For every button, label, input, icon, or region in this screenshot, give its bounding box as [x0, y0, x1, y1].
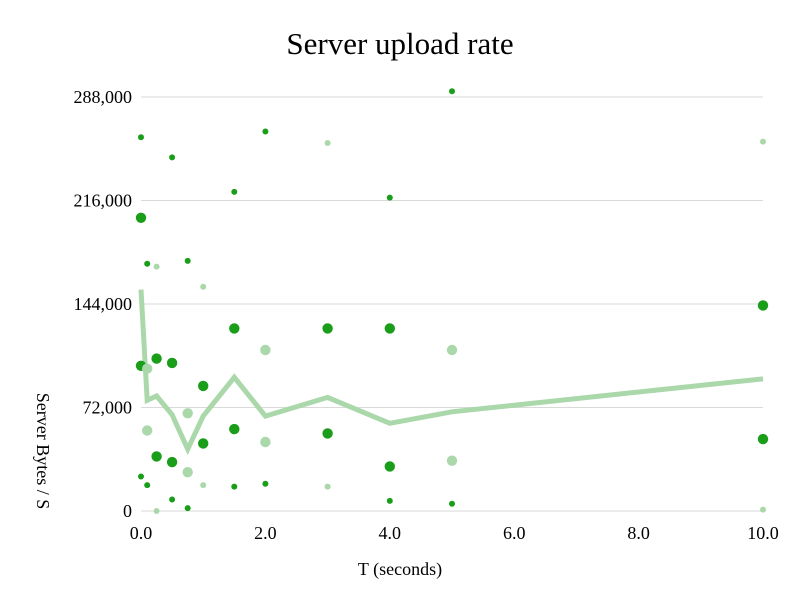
data-point — [135, 212, 147, 223]
data-point — [386, 194, 393, 201]
data-point — [169, 154, 176, 161]
data-point — [182, 408, 193, 419]
data-point — [144, 482, 151, 489]
data-point — [166, 357, 178, 369]
data-point — [138, 134, 144, 141]
x-tick-label: 4.0 — [379, 523, 402, 543]
y-tick-label: 288,000 — [74, 87, 133, 107]
x-axis-label: T (seconds) — [358, 559, 442, 580]
data-point — [322, 323, 333, 334]
data-point — [324, 483, 331, 490]
data-point — [184, 505, 191, 512]
data-point — [260, 436, 271, 448]
data-point — [260, 344, 271, 356]
x-tick-label: 10.0 — [747, 523, 779, 543]
data-point — [446, 455, 458, 466]
data-point — [153, 508, 160, 514]
x-axis-ticks: 0.0 2.0 4.0 6.0 8.0 10.0 — [130, 523, 779, 543]
x-tick-label: 0.0 — [130, 523, 153, 543]
x-tick-label: 8.0 — [627, 523, 650, 543]
data-point — [200, 482, 207, 489]
data-point — [760, 138, 766, 145]
data-point — [229, 423, 240, 435]
data-point — [153, 263, 160, 270]
x-tick-label: 6.0 — [503, 523, 526, 543]
data-point — [138, 473, 144, 480]
data-point — [384, 461, 395, 472]
y-tick-label: 72,000 — [83, 398, 133, 418]
y-axis-ticks: 0 72,000 144,000 216,000 288,000 — [74, 87, 133, 521]
chart-title: Server upload rate — [286, 26, 513, 61]
data-point — [182, 467, 193, 478]
trend-line — [138, 289, 764, 456]
data-point — [200, 283, 207, 290]
data-point — [166, 456, 178, 468]
data-point — [757, 300, 769, 311]
data-point — [322, 428, 333, 439]
data-point — [386, 497, 393, 504]
y-axis-label: Server Bytes / S — [33, 393, 53, 510]
y-tick-label: 0 — [123, 501, 132, 521]
data-point — [262, 480, 269, 487]
data-point — [229, 323, 240, 334]
data-point — [198, 438, 209, 449]
y-tick-label: 144,000 — [74, 294, 133, 314]
data-point — [449, 88, 455, 95]
data-point — [446, 344, 458, 356]
data-point — [384, 323, 395, 334]
data-point — [231, 188, 238, 195]
data-point — [142, 425, 153, 436]
data-point — [142, 363, 153, 374]
data-point — [169, 496, 176, 503]
data-point — [760, 506, 766, 513]
data-points — [135, 88, 769, 514]
x-tick-label: 2.0 — [254, 523, 277, 543]
data-point — [262, 128, 269, 135]
y-tick-label: 216,000 — [74, 191, 133, 211]
data-point — [184, 257, 191, 264]
data-point — [449, 500, 455, 507]
trend-line-layer — [138, 289, 764, 456]
data-point — [198, 380, 209, 392]
data-point — [151, 451, 162, 462]
data-point — [144, 260, 151, 267]
data-point — [151, 353, 162, 364]
data-point — [231, 483, 238, 490]
grid-lines — [141, 96, 763, 512]
data-point — [757, 433, 769, 445]
data-point — [324, 140, 331, 146]
